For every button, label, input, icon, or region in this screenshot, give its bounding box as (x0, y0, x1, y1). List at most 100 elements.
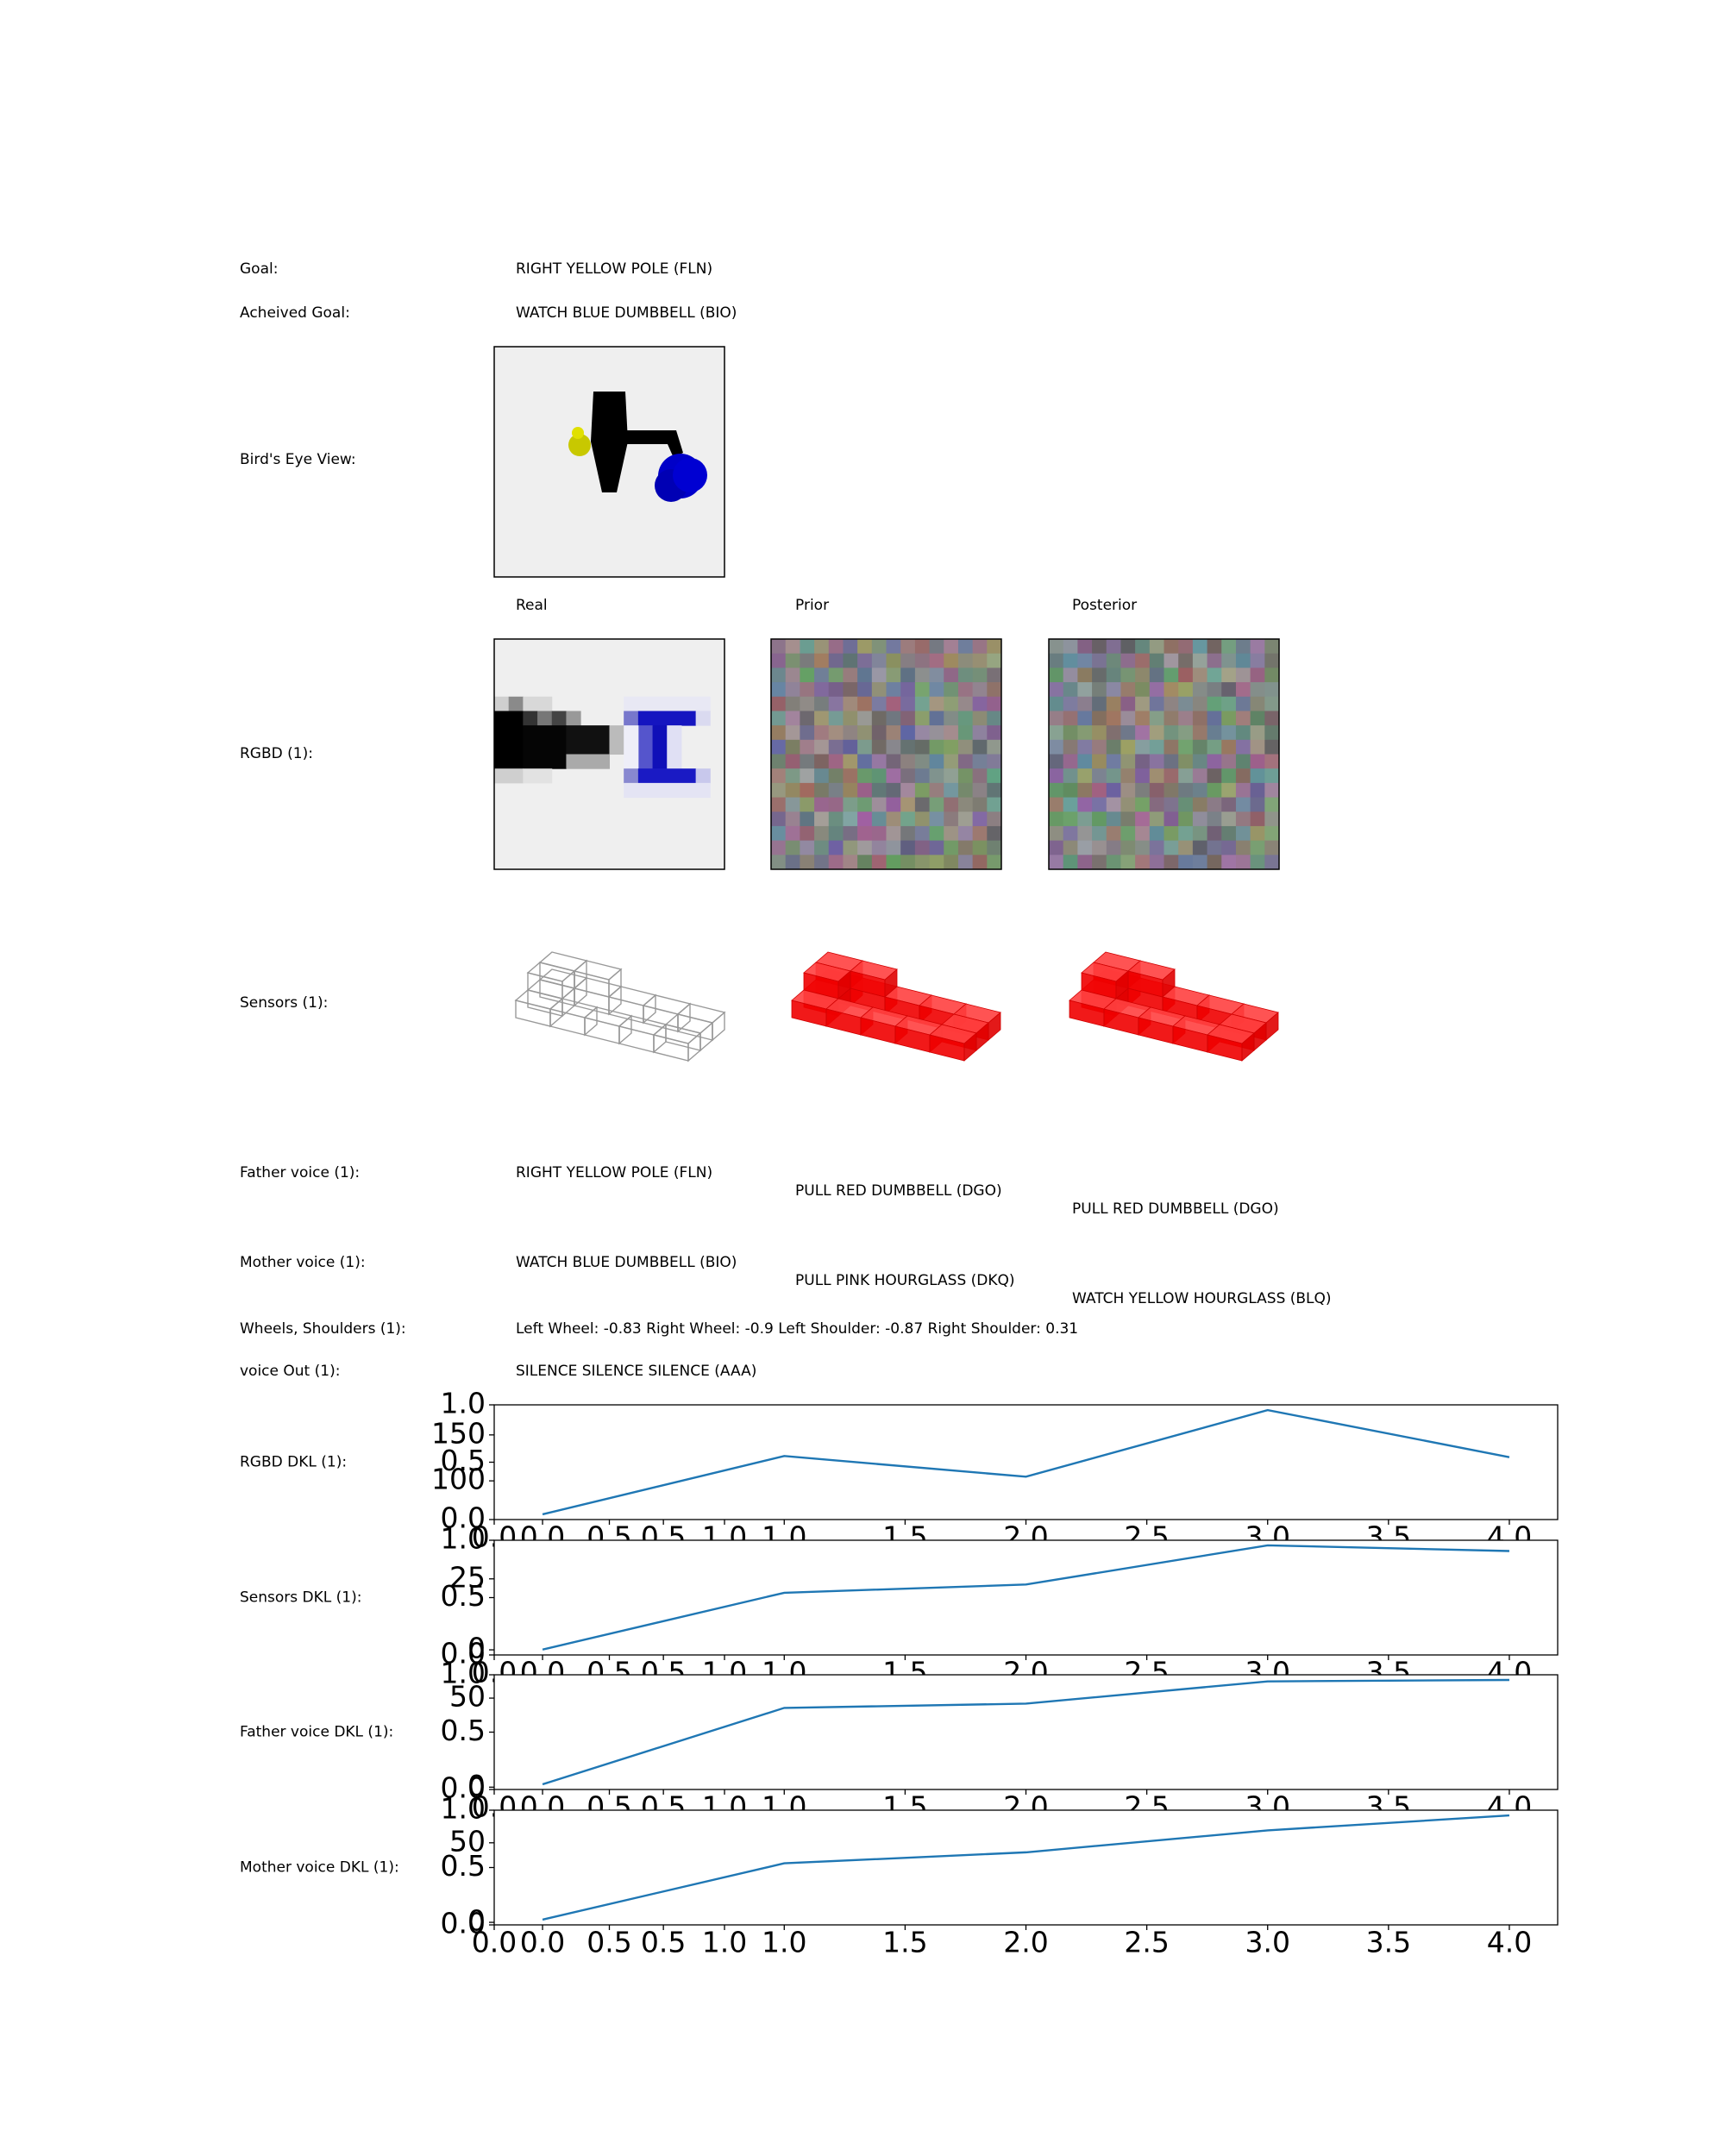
pixel (1106, 725, 1121, 741)
pixel (1178, 739, 1194, 755)
pixel (695, 711, 711, 726)
y-tick-label: 25 (449, 1560, 486, 1594)
pixel (1207, 768, 1222, 784)
pixel (1092, 797, 1107, 812)
pixel (1135, 696, 1151, 711)
pixel (1106, 782, 1121, 799)
pixel (828, 653, 844, 668)
pixel (1049, 782, 1064, 799)
y-tick-label: 0.0 (441, 1501, 486, 1535)
pixel (1063, 639, 1078, 655)
pixel (1264, 711, 1280, 726)
chart-title: RGBD DKL (1): (240, 1454, 347, 1471)
pixel (1063, 782, 1078, 799)
pixel (1135, 812, 1151, 827)
pixel (771, 840, 787, 856)
pixel (886, 754, 901, 769)
pixel (886, 667, 901, 683)
pixel (914, 725, 931, 741)
pixel (771, 711, 787, 726)
pixel (1192, 754, 1208, 769)
pixel (566, 754, 610, 769)
pixel (1264, 667, 1280, 683)
pixel (843, 754, 858, 769)
pixel (1106, 696, 1121, 711)
y-tick-label: 0.5 (441, 1849, 486, 1883)
pixel (1164, 840, 1179, 856)
pixel (1092, 754, 1107, 769)
pixel (814, 812, 830, 827)
pixel (886, 639, 901, 655)
pixel (1077, 797, 1093, 812)
pixel (800, 639, 815, 655)
axes-background (494, 1540, 1558, 1655)
pixel (1135, 840, 1151, 856)
pixel (771, 682, 787, 698)
pixel (1049, 768, 1064, 784)
chart-title: Father voice DKL (1): (240, 1724, 393, 1741)
pixel (972, 682, 988, 698)
pixel (886, 725, 901, 741)
pixel (957, 725, 974, 741)
pixel (944, 696, 959, 711)
pixel (871, 797, 887, 812)
pixel (785, 639, 800, 655)
pixel (1106, 739, 1121, 755)
pixel (1077, 754, 1093, 769)
pixel (1235, 782, 1251, 799)
y-tick-label: 50 (449, 1824, 486, 1858)
pixel (1049, 812, 1064, 827)
pixel (1221, 653, 1237, 668)
pixel (1192, 840, 1208, 856)
pixel (914, 825, 931, 842)
row-value: SILENCE SILENCE SILENCE (AAA) (516, 1363, 756, 1380)
pixel (814, 739, 830, 755)
pixel (972, 653, 988, 668)
pixel (900, 797, 916, 812)
pixel (1221, 782, 1237, 799)
pixel (1264, 825, 1280, 842)
pixel (1192, 797, 1208, 812)
pixel (828, 840, 844, 856)
pixel (828, 639, 844, 655)
pixel (957, 768, 974, 784)
pixel (1106, 653, 1121, 668)
pixel (929, 739, 944, 755)
pixel (1221, 812, 1237, 827)
pixel (1235, 739, 1251, 755)
pixel (944, 782, 959, 799)
pixel (785, 725, 800, 741)
pixel (1077, 855, 1093, 870)
pixel (1077, 667, 1093, 683)
pixel (1149, 825, 1164, 842)
pixel (624, 696, 711, 711)
pixel (814, 855, 830, 870)
pixel (828, 739, 844, 755)
pixel (566, 711, 581, 726)
pixel (886, 711, 901, 726)
pixel (1106, 812, 1121, 827)
pixel (1092, 639, 1107, 655)
pixel (1192, 711, 1208, 726)
pixel (972, 739, 988, 755)
pixel (957, 840, 974, 856)
pixel (871, 711, 887, 726)
image-frame (770, 638, 1002, 870)
pixel (857, 639, 873, 655)
pixel (914, 855, 931, 870)
pixel (1207, 825, 1222, 842)
pixel (886, 825, 901, 842)
pixel (1207, 782, 1222, 799)
pixel (857, 855, 873, 870)
pixel (857, 812, 873, 827)
column-header: Prior (795, 597, 829, 614)
pixel (1092, 739, 1107, 755)
pixel (1120, 782, 1136, 799)
pixel (1120, 855, 1136, 870)
pixel (1207, 855, 1222, 870)
row-value: RIGHT YELLOW POLE (FLN) (516, 1164, 712, 1181)
pixel (972, 797, 988, 812)
pixel (1207, 667, 1222, 683)
pixel (1192, 812, 1208, 827)
pixel (800, 797, 815, 812)
